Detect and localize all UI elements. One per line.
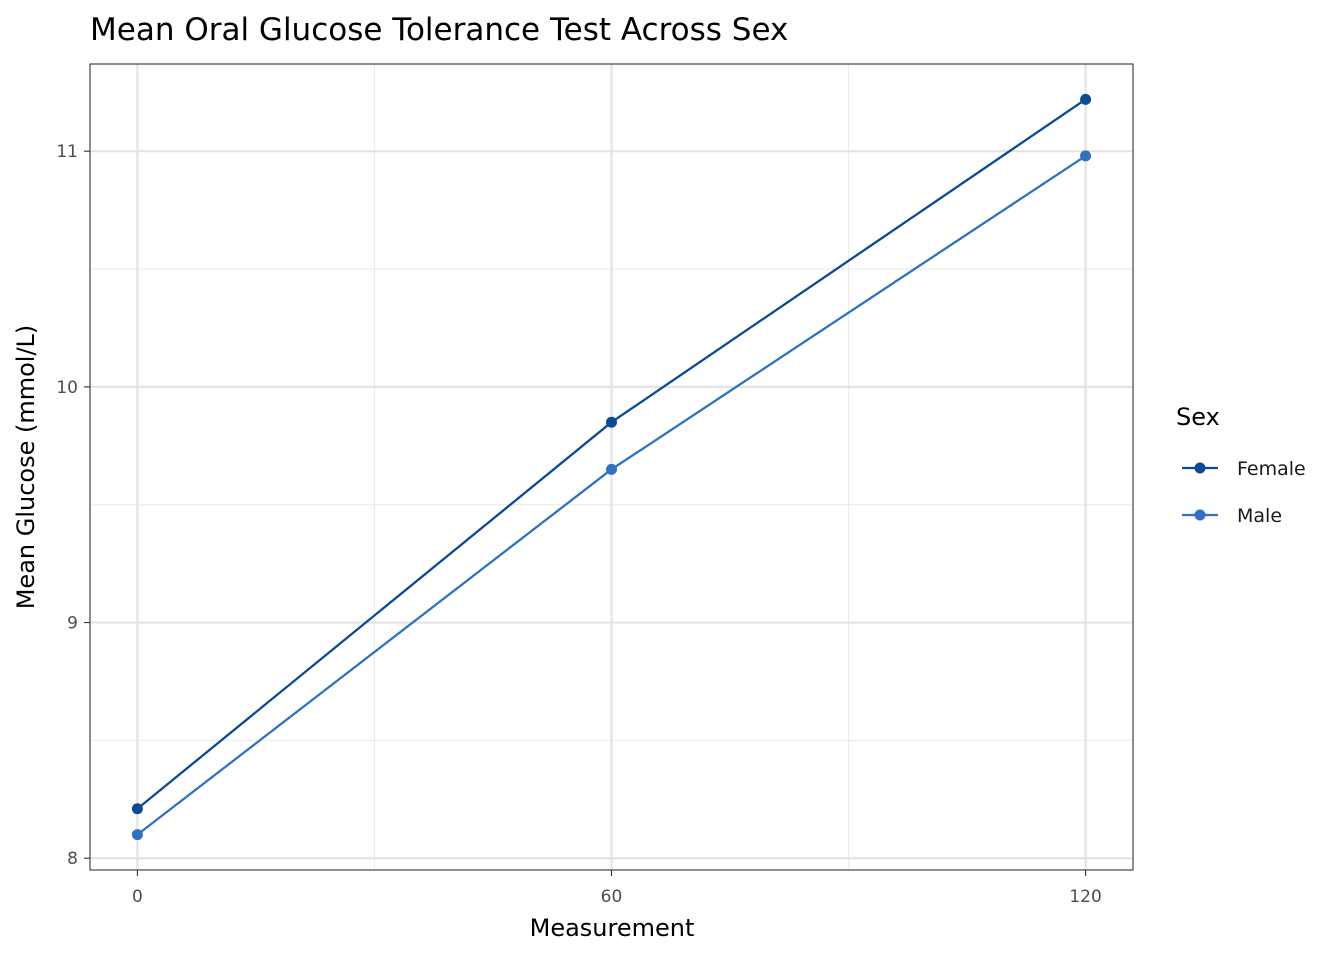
y-tick-label: 10 <box>56 378 78 398</box>
legend: Sex Female Male <box>1176 403 1306 527</box>
point-male <box>131 829 143 841</box>
grid <box>90 64 1133 870</box>
point-female <box>606 416 617 428</box>
x-tick-label: 120 <box>1069 887 1101 907</box>
point-male <box>606 463 617 475</box>
series-points <box>131 93 1092 841</box>
y-tick-label: 8 <box>67 849 78 869</box>
y-axis-title: Mean Glucose (mmol/L) <box>12 325 40 610</box>
x-axis-title: Measurement <box>530 914 695 942</box>
legend-key-point-male <box>1194 509 1206 521</box>
x-axis: 0 60 120 <box>132 870 1102 907</box>
y-axis: 8 9 10 11 <box>56 142 90 869</box>
point-female <box>1080 93 1092 105</box>
legend-key-point-female <box>1194 462 1206 474</box>
point-female <box>131 803 143 815</box>
chart-title: Mean Oral Glucose Tolerance Test Across … <box>90 12 788 48</box>
x-tick-label: 60 <box>601 887 623 907</box>
y-tick-label: 9 <box>67 614 78 634</box>
legend-label-female: Female <box>1237 458 1306 480</box>
x-tick-label: 0 <box>132 887 143 907</box>
legend-title: Sex <box>1176 403 1220 431</box>
point-male <box>1080 150 1092 162</box>
y-tick-label: 11 <box>56 142 78 162</box>
legend-label-male: Male <box>1237 505 1282 527</box>
